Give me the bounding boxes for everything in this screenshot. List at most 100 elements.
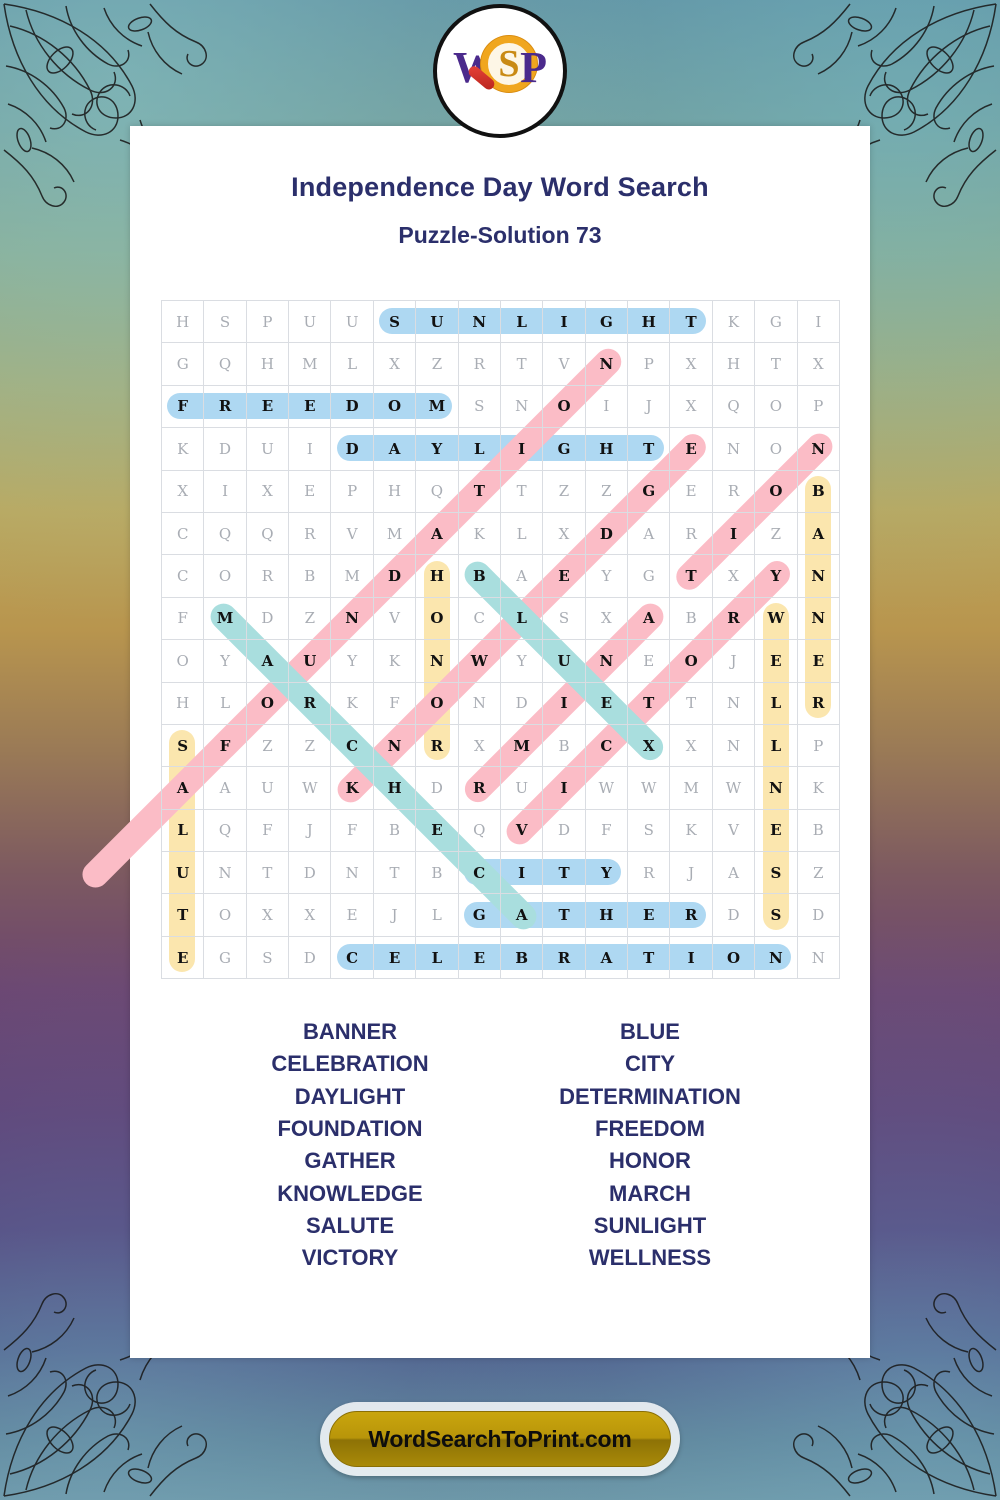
grid-cell[interactable]: B (796, 469, 841, 513)
grid-cell[interactable]: H (711, 342, 756, 386)
grid-cell[interactable]: M (372, 511, 417, 556)
grid-cell[interactable]: W (288, 766, 332, 810)
grid-cell[interactable]: J (627, 384, 671, 429)
grid-cell[interactable]: Q (203, 342, 247, 386)
grid-cell[interactable]: D (330, 384, 374, 429)
grid-cell[interactable]: B (669, 596, 713, 641)
grid-cell[interactable]: T (754, 342, 798, 386)
grid-cell[interactable]: R (203, 384, 247, 429)
grid-cell[interactable]: A (499, 893, 544, 937)
grid-cell[interactable]: N (754, 935, 798, 980)
grid-cell[interactable]: I (542, 299, 586, 344)
grid-cell[interactable]: E (542, 554, 586, 598)
grid-cell[interactable]: D (330, 427, 374, 471)
grid-cell[interactable]: G (542, 427, 586, 471)
grid-cell[interactable]: Y (203, 639, 247, 683)
grid-cell[interactable]: G (584, 299, 629, 344)
grid-cell[interactable]: L (330, 342, 374, 386)
grid-cell[interactable]: A (372, 427, 417, 471)
grid-cell[interactable]: B (288, 554, 332, 598)
grid-cell[interactable]: Q (711, 384, 756, 429)
grid-cell[interactable]: R (288, 681, 332, 725)
grid-cell[interactable]: G (754, 299, 798, 344)
grid-cell[interactable]: P (330, 469, 374, 513)
grid-cell[interactable]: E (627, 639, 671, 683)
grid-cell[interactable]: R (627, 851, 671, 895)
grid-cell[interactable]: R (711, 596, 756, 641)
grid-cell[interactable]: Q (415, 469, 459, 513)
grid-cell[interactable]: F (160, 384, 205, 429)
grid-cell[interactable]: Y (584, 851, 629, 895)
grid-cell[interactable]: A (711, 851, 756, 895)
grid-cell[interactable]: O (711, 935, 756, 980)
grid-cell[interactable]: R (245, 554, 290, 598)
grid-cell[interactable]: Z (754, 511, 798, 556)
grid-cell[interactable]: Z (288, 723, 332, 768)
grid-cell[interactable]: C (584, 723, 629, 768)
grid-cell[interactable]: N (796, 596, 841, 641)
grid-cell[interactable]: U (245, 766, 290, 810)
grid-cell[interactable]: T (669, 554, 713, 598)
grid-cell[interactable]: U (415, 299, 459, 344)
grid-cell[interactable]: A (203, 766, 247, 810)
grid-cell[interactable]: N (796, 935, 841, 980)
grid-cell[interactable]: J (372, 893, 417, 937)
grid-cell[interactable]: H (584, 427, 629, 471)
grid-cell[interactable]: D (415, 766, 459, 810)
grid-cell[interactable]: S (457, 384, 501, 429)
grid-cell[interactable]: L (754, 681, 798, 725)
grid-cell[interactable]: P (627, 342, 671, 386)
grid-cell[interactable]: A (584, 935, 629, 980)
grid-cell[interactable]: T (457, 469, 501, 513)
grid-cell[interactable]: Z (245, 723, 290, 768)
grid-cell[interactable]: T (542, 851, 586, 895)
grid-cell[interactable]: A (796, 511, 841, 556)
grid-cell[interactable]: S (203, 299, 247, 344)
grid-cell[interactable]: N (796, 427, 841, 471)
grid-cell[interactable]: H (372, 469, 417, 513)
grid-cell[interactable]: I (542, 766, 586, 810)
grid-cell[interactable]: E (330, 893, 374, 937)
grid-cell[interactable]: U (288, 639, 332, 683)
grid-cell[interactable]: U (160, 851, 205, 895)
grid-cell[interactable]: P (245, 299, 290, 344)
grid-cell[interactable]: L (415, 935, 459, 980)
grid-cell[interactable]: N (711, 681, 756, 725)
grid-cell[interactable]: A (627, 511, 671, 556)
grid-cell[interactable]: B (372, 808, 417, 853)
grid-cell[interactable]: A (415, 511, 459, 556)
grid-cell[interactable]: O (669, 639, 713, 683)
grid-cell[interactable]: X (245, 469, 290, 513)
grid-cell[interactable]: G (457, 893, 501, 937)
grid-cell[interactable]: L (499, 299, 544, 344)
grid-cell[interactable]: J (711, 639, 756, 683)
grid-cell[interactable]: R (457, 342, 501, 386)
grid-cell[interactable]: D (288, 935, 332, 980)
grid-cell[interactable]: Q (457, 808, 501, 853)
grid-cell[interactable]: K (796, 766, 841, 810)
grid-cell[interactable]: O (203, 893, 247, 937)
grid-cell[interactable]: Z (542, 469, 586, 513)
grid-cell[interactable]: A (245, 639, 290, 683)
grid-cell[interactable]: K (160, 427, 205, 471)
grid-cell[interactable]: E (457, 935, 501, 980)
grid-cell[interactable]: X (245, 893, 290, 937)
grid-cell[interactable]: E (160, 935, 205, 980)
grid-cell[interactable]: N (203, 851, 247, 895)
grid-cell[interactable]: V (330, 511, 374, 556)
grid-cell[interactable]: T (542, 893, 586, 937)
grid-cell[interactable]: J (288, 808, 332, 853)
grid-cell[interactable]: L (203, 681, 247, 725)
grid-cell[interactable]: F (330, 808, 374, 853)
grid-cell[interactable]: R (669, 511, 713, 556)
grid-cell[interactable]: V (711, 808, 756, 853)
grid-cell[interactable]: Y (584, 554, 629, 598)
grid-cell[interactable]: V (372, 596, 417, 641)
grid-cell[interactable]: D (245, 596, 290, 641)
grid-cell[interactable]: N (584, 639, 629, 683)
grid-cell[interactable]: Y (754, 554, 798, 598)
grid-cell[interactable]: E (754, 639, 798, 683)
grid-cell[interactable]: T (160, 893, 205, 937)
grid-cell[interactable]: E (754, 808, 798, 853)
grid-cell[interactable]: T (669, 681, 713, 725)
